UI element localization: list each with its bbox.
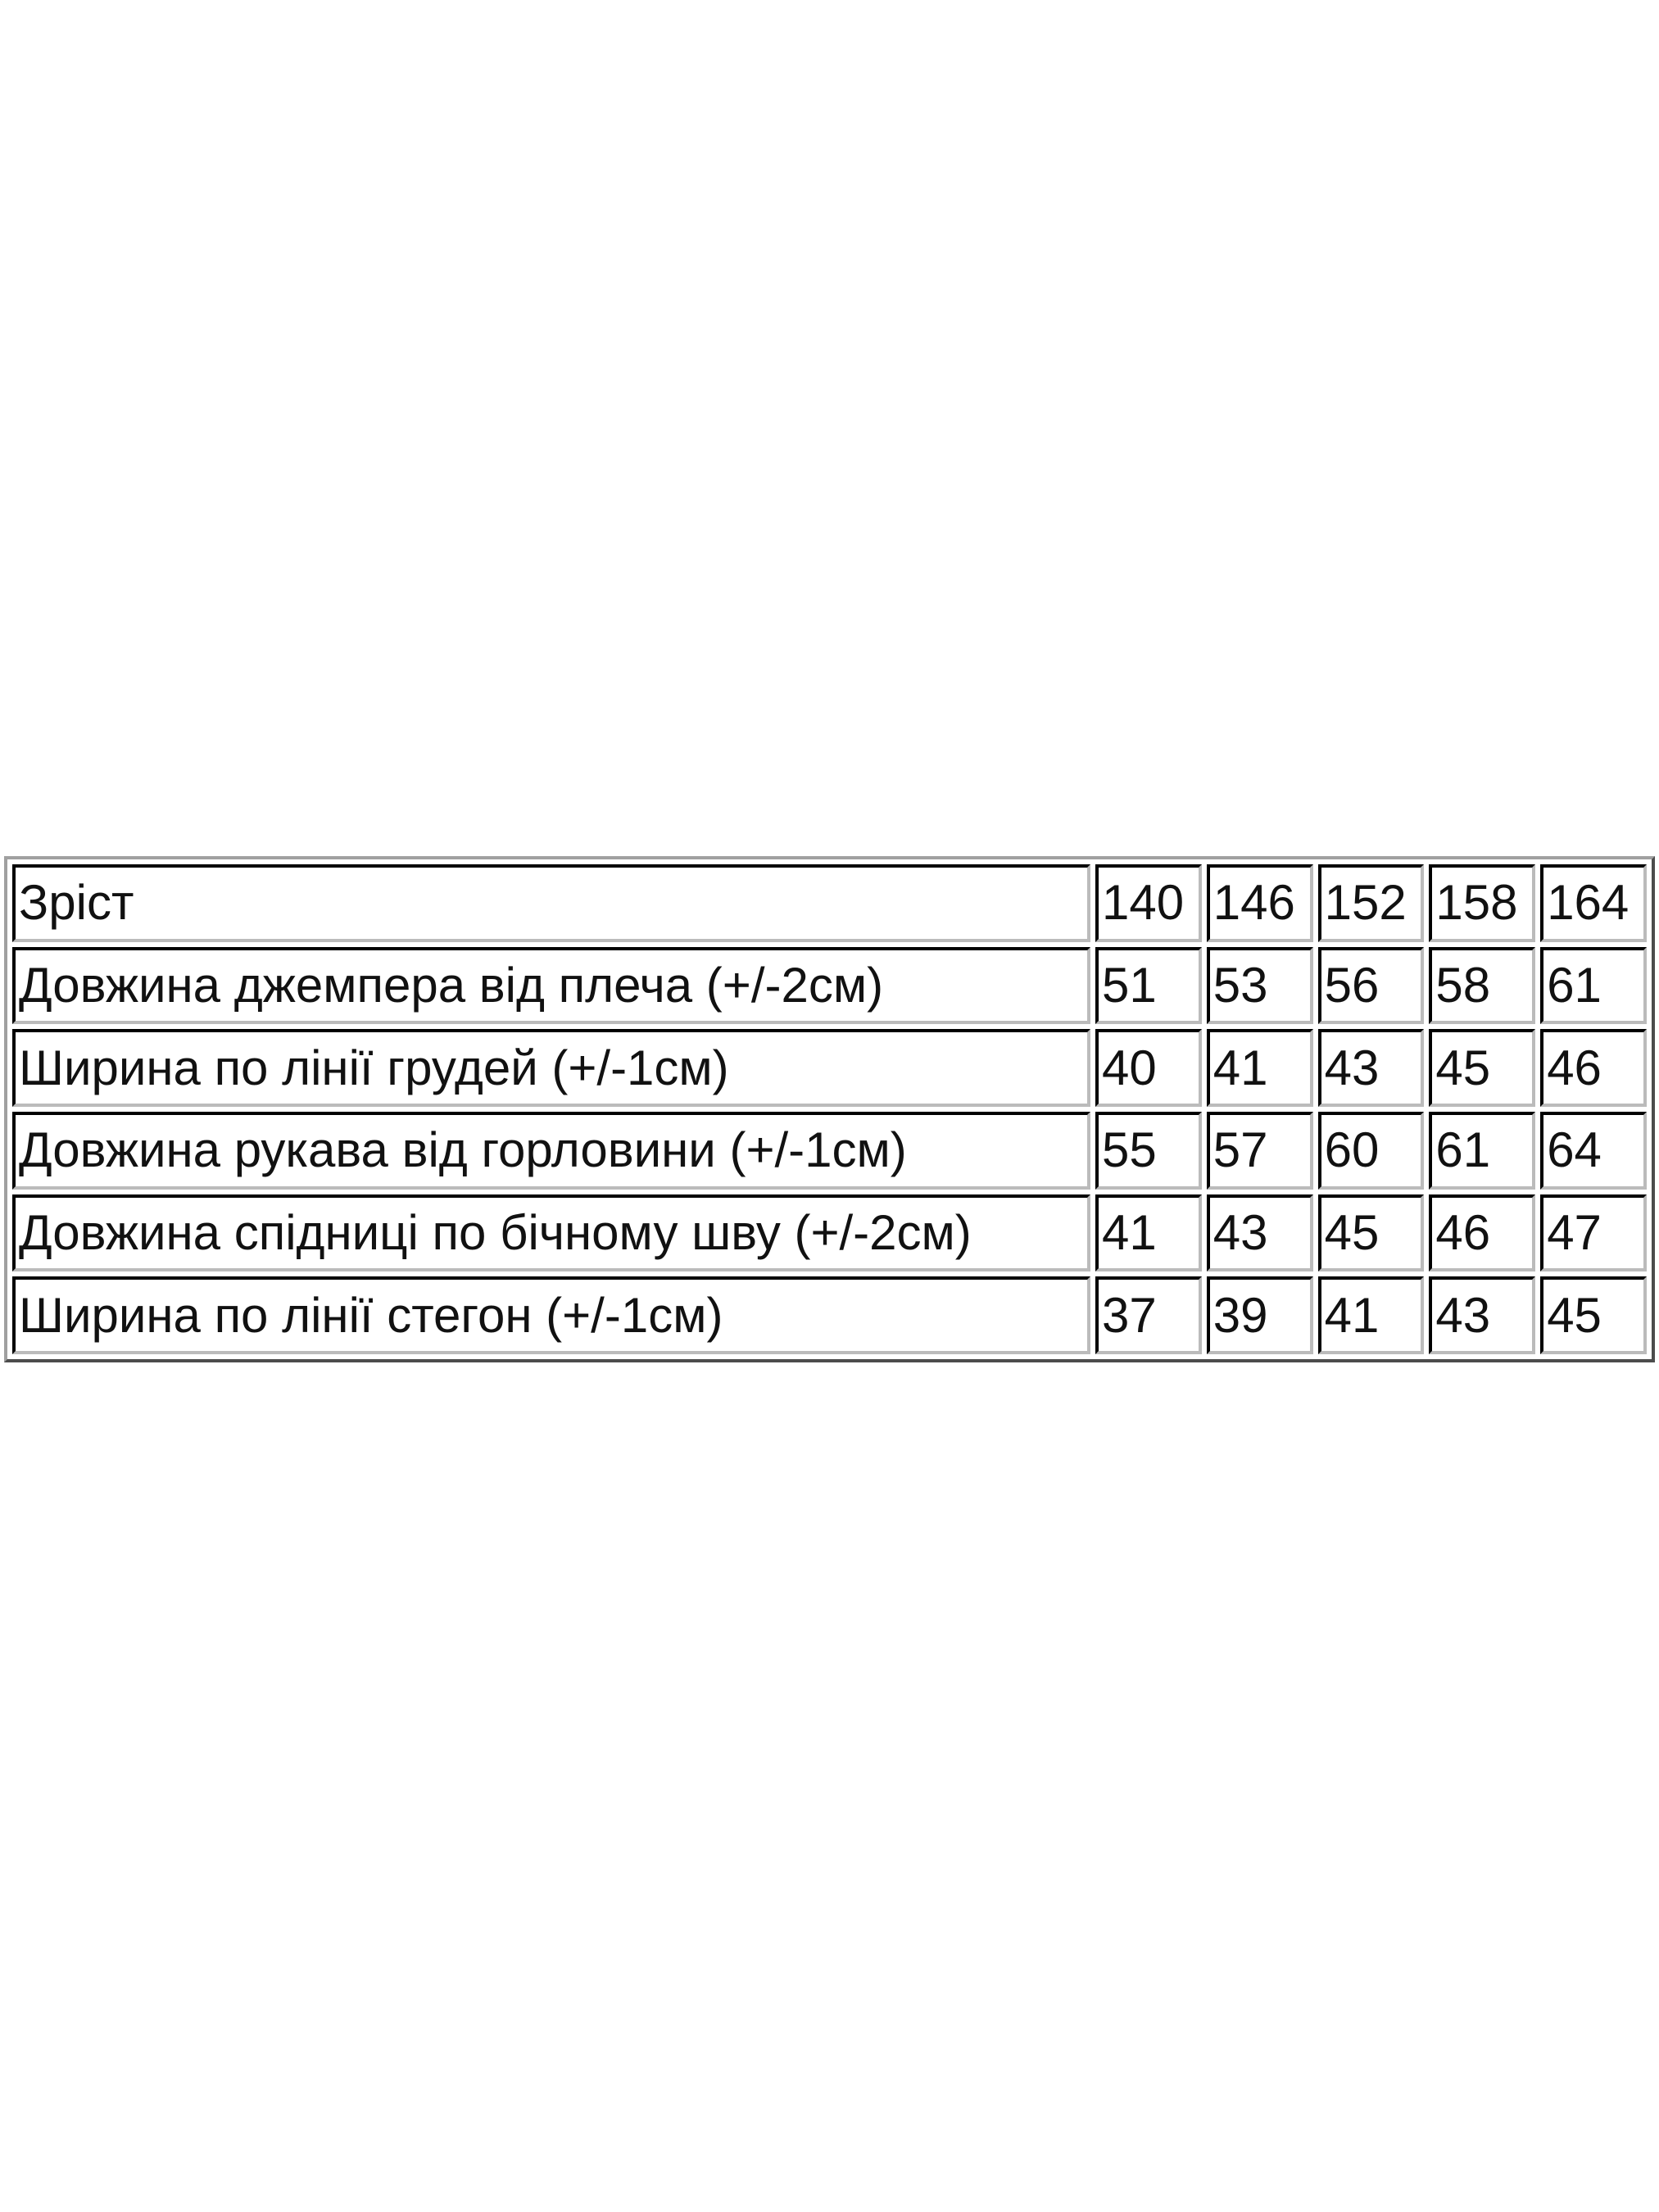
size-cell: 158 bbox=[1429, 864, 1536, 942]
row-label: Зріст bbox=[12, 864, 1090, 942]
size-cell: 43 bbox=[1429, 1276, 1536, 1354]
size-cell: 61 bbox=[1429, 1111, 1536, 1190]
size-chart-table: Зріст 140 146 152 158 164 Довжина джемпера від… bbox=[4, 856, 1655, 1362]
row-label: Ширина по лінії стегон (+/-1см) bbox=[12, 1276, 1090, 1354]
size-cell: 58 bbox=[1429, 946, 1536, 1025]
table-row: Ширина по лінії грудей (+/-1см) 40 41 43 45 4… bbox=[12, 1029, 1647, 1107]
row-label: Ширина по лінії грудей (+/-1см) bbox=[12, 1029, 1090, 1107]
size-cell: 46 bbox=[1540, 1029, 1647, 1107]
table-row: Довжина рукава від горловини (+/-1см) 55 5… bbox=[12, 1111, 1647, 1190]
size-cell: 164 bbox=[1540, 864, 1647, 942]
size-cell: 146 bbox=[1206, 864, 1313, 942]
size-cell: 152 bbox=[1317, 864, 1425, 942]
table-row: Довжина спідниці по бічному шву (+/-2см)… bbox=[12, 1194, 1647, 1272]
size-cell: 37 bbox=[1095, 1276, 1202, 1354]
size-cell: 41 bbox=[1206, 1029, 1313, 1107]
size-cell: 41 bbox=[1095, 1194, 1202, 1272]
size-cell: 60 bbox=[1317, 1111, 1425, 1190]
size-cell: 45 bbox=[1429, 1029, 1536, 1107]
size-cell: 53 bbox=[1206, 946, 1313, 1025]
row-label: Довжина джемпера від плеча (+/-2см) bbox=[12, 946, 1090, 1025]
table-row: Ширина по лінії стегон (+/-1см) 37 39 41 43 4… bbox=[12, 1276, 1647, 1354]
row-label: Довжина рукава від горловини (+/-1см) bbox=[12, 1111, 1090, 1190]
size-cell: 61 bbox=[1540, 946, 1647, 1025]
size-cell: 46 bbox=[1429, 1194, 1536, 1272]
table-row: Довжина джемпера від плеча (+/-2см) 51 53 5… bbox=[12, 946, 1647, 1025]
size-cell: 47 bbox=[1540, 1194, 1647, 1272]
row-label: Довжина спідниці по бічному шву (+/-2см) bbox=[12, 1194, 1090, 1272]
size-cell: 140 bbox=[1095, 864, 1202, 942]
size-cell: 45 bbox=[1317, 1194, 1425, 1272]
size-cell: 45 bbox=[1540, 1276, 1647, 1354]
size-cell: 43 bbox=[1206, 1194, 1313, 1272]
size-cell: 41 bbox=[1317, 1276, 1425, 1354]
size-cell: 56 bbox=[1317, 946, 1425, 1025]
size-cell: 57 bbox=[1206, 1111, 1313, 1190]
size-cell: 55 bbox=[1095, 1111, 1202, 1190]
size-cell: 39 bbox=[1206, 1276, 1313, 1354]
size-cell: 64 bbox=[1540, 1111, 1647, 1190]
header-row: Зріст 140 146 152 158 164 bbox=[12, 864, 1647, 942]
size-cell: 51 bbox=[1095, 946, 1202, 1025]
size-cell: 40 bbox=[1095, 1029, 1202, 1107]
size-cell: 43 bbox=[1317, 1029, 1425, 1107]
